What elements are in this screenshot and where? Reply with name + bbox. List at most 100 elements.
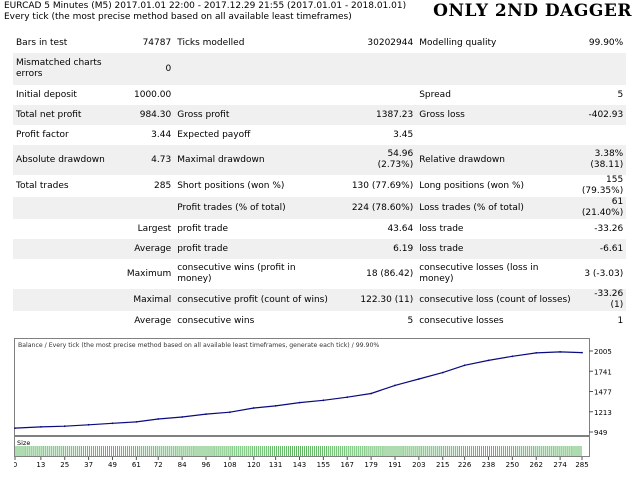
row-drawdown: Absolute drawdown 4.73 Maximal drawdown …: [13, 145, 627, 175]
x-tick-label: 131: [269, 461, 282, 469]
reldd-value: 3.38% (38.11): [576, 145, 626, 175]
long-label: Long positions (won %): [419, 180, 525, 191]
maxdd-label: Maximal drawdown: [177, 154, 265, 165]
avg-losses-value: 1: [617, 315, 624, 326]
balance-point: [252, 407, 255, 409]
balance-point: [14, 427, 16, 429]
balance-point: [135, 421, 138, 423]
balance-point: [229, 411, 231, 414]
x-tick-label: 238: [482, 461, 495, 469]
maximal-label: Maximal: [133, 294, 172, 305]
balance-point: [205, 413, 207, 415]
x-tick-label: 13: [36, 461, 45, 469]
payoff-label: Expected payoff: [177, 129, 251, 140]
balance-point: [298, 401, 301, 404]
netprofit-label: Total net profit: [16, 109, 82, 120]
balance-chart-svg: Balance / Every tick (the most precise m…: [13, 338, 612, 469]
y-tick-label: 1213: [594, 409, 612, 417]
y-tick-label: 1741: [594, 368, 612, 376]
grossprofit-label: Gross profit: [177, 109, 230, 120]
largest-profit-value: 43.64: [387, 223, 414, 234]
maxl-profit-label: consecutive profit (count of wins): [177, 294, 328, 305]
x-tick-label: 285: [575, 461, 588, 469]
long-value: 155 (79.35%): [581, 175, 624, 196]
x-tick-label: 96: [202, 461, 211, 469]
avg-wins-label: consecutive wins: [177, 315, 255, 326]
row-bars: Bars in test 74787 Ticks modelled 302029…: [13, 33, 626, 53]
x-tick-label: 49: [108, 461, 117, 469]
x-tick-label: 72: [154, 461, 163, 469]
max-wins-value: 18 (86.42): [366, 268, 414, 279]
balance-point: [181, 416, 184, 418]
mismatch-label: Mismatched charts errors: [16, 58, 102, 79]
bars-value: 74787: [142, 37, 172, 48]
x-tick-label: 108: [223, 461, 236, 469]
y-tick-label: 1477: [594, 389, 612, 397]
x-tick-label: 191: [388, 461, 401, 469]
row-profittrades: Profit trades (% of total) 224 (78.60%) …: [13, 197, 627, 219]
x-tick-label: 155: [317, 461, 330, 469]
x-tick-label: 179: [364, 461, 377, 469]
x-tick-label: 143: [293, 461, 306, 469]
avg-loss-label: loss trade: [419, 243, 464, 254]
x-tick-label: 215: [436, 461, 449, 469]
maxl-profit-value: 122.30 (11): [360, 294, 414, 305]
test-header-line2: Every tick (the most precise method base…: [4, 12, 352, 22]
row-average-consecutive: Average consecutive wins 5 consecutive l…: [13, 311, 626, 331]
avg-losses-label: consecutive losses: [419, 315, 504, 326]
maxdd-value: 54.96 (2.73%): [334, 145, 416, 175]
balance-pane: [14, 338, 590, 436]
maxdd-amount: 54.96: [387, 149, 414, 159]
bars-label: Bars in test: [16, 37, 68, 48]
balance-point: [274, 405, 277, 407]
average2-label: Average: [134, 315, 172, 326]
x-tick-label: 167: [341, 461, 354, 469]
netprofit-value: 984.30: [139, 109, 172, 120]
x-tick-label: 120: [247, 461, 260, 469]
grossloss-value: -402.93: [588, 109, 624, 120]
spread-label: Spread: [419, 89, 451, 100]
balance-point: [441, 371, 444, 374]
trades-label: Total trades: [16, 180, 69, 191]
grossloss-label: Gross loss: [419, 109, 465, 120]
ltrades-label: Loss trades (% of total): [419, 202, 524, 213]
x-tick-label: 274: [553, 461, 567, 469]
y-tick-label: 2005: [594, 348, 612, 356]
row-average: Average profit trade 6.19 loss trade -6.…: [13, 239, 627, 259]
grossprofit-value: 1387.23: [376, 109, 414, 120]
largest-loss-label: loss trade: [419, 223, 464, 234]
absdd-label: Absolute drawdown: [16, 154, 105, 165]
average-label: Average: [134, 243, 172, 254]
x-tick-label: 61: [132, 461, 141, 469]
report-title: ONLY 2ND DAGGER: [433, 1, 632, 21]
x-tick-label: 250: [506, 461, 519, 469]
avg-profit-label: profit trade: [177, 243, 228, 254]
quality-value: 99.90%: [588, 37, 624, 48]
ticks-value: 30202944: [367, 37, 414, 48]
balance-point: [394, 384, 396, 387]
chart-title: Balance / Every tick (the most precise m…: [18, 342, 379, 349]
avg-loss-value: -6.61: [599, 243, 624, 254]
max-losses-value: 3 (-3.03): [584, 268, 624, 279]
row-trades: Total trades 285 Short positions (won %)…: [13, 175, 626, 197]
row-maximum: Maximum consecutive wins (profit in mone…: [13, 259, 626, 289]
ticks-label: Ticks modelled: [177, 37, 245, 48]
balance-point: [463, 364, 466, 367]
report-table: Bars in test 74787 Ticks modelled 302029…: [13, 33, 627, 331]
mismatch-value: 0: [165, 63, 172, 74]
balance-point: [40, 426, 42, 428]
test-header-line1: EURCAD 5 Minutes (M5) 2017.01.01 22:00 -…: [4, 1, 407, 11]
y-tick-label: 949: [594, 429, 607, 437]
balance-point: [559, 351, 561, 353]
x-tick-label: 0: [14, 461, 17, 469]
row-profitfactor: Profit factor 3.44 Expected payoff 3.45: [13, 125, 626, 145]
payoff-value: 3.45: [393, 129, 414, 140]
largest-loss-value: -33.26: [594, 223, 624, 234]
deposit-value: 1000.00: [134, 89, 172, 100]
avg-profit-value: 6.19: [393, 243, 414, 254]
largest-profit-label: profit trade: [177, 223, 228, 234]
balance-point: [346, 396, 349, 399]
balance-point: [370, 392, 372, 395]
balance-point: [111, 422, 114, 425]
ltrades-value: 61 (21.40%): [581, 197, 624, 218]
